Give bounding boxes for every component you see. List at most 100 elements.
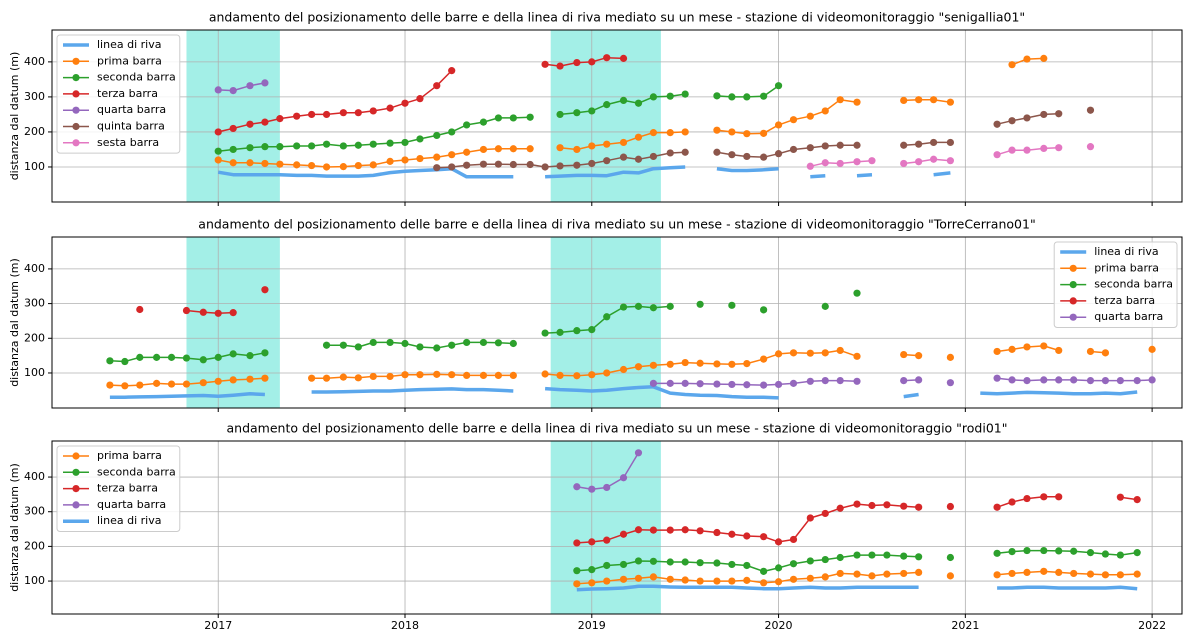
chart-title: andamento del posizionamento delle barre… <box>209 10 1025 25</box>
data-point <box>619 560 628 569</box>
data-point <box>806 144 814 152</box>
data-point <box>619 474 628 482</box>
data-point <box>386 372 394 381</box>
data-point <box>760 355 768 363</box>
data-point <box>603 157 611 165</box>
data-point <box>261 286 269 294</box>
data-point <box>261 143 269 151</box>
data-point <box>541 163 549 171</box>
data-point <box>900 350 908 359</box>
data-point <box>448 341 456 349</box>
data-point <box>789 535 798 544</box>
data-point <box>448 163 456 171</box>
data-point <box>199 356 207 364</box>
subplot: andamento del posizionamento delle barre… <box>8 10 1183 206</box>
subplot: andamento del posizionamento delle barre… <box>8 217 1183 412</box>
data-point <box>1055 110 1063 118</box>
data-point <box>789 116 798 124</box>
data-point <box>713 577 721 585</box>
data-point <box>494 114 502 122</box>
data-point <box>1055 568 1063 576</box>
data-point <box>821 302 829 310</box>
data-point <box>416 343 424 351</box>
data-point <box>619 575 628 583</box>
data-point <box>293 142 301 150</box>
data-point <box>806 349 814 357</box>
data-point <box>821 555 829 564</box>
data-point <box>308 161 316 170</box>
data-point <box>713 92 721 100</box>
series-line <box>933 171 951 177</box>
data-point <box>463 121 471 129</box>
data-point <box>1133 495 1141 504</box>
data-point <box>774 82 783 90</box>
data-point <box>509 160 517 169</box>
data-point <box>853 98 861 106</box>
data-point <box>853 570 861 578</box>
data-point <box>573 567 581 575</box>
data-point <box>634 526 643 534</box>
data-point <box>1023 55 1031 63</box>
data-point <box>806 112 814 120</box>
data-point <box>182 354 191 362</box>
data-point <box>619 365 628 374</box>
data-point <box>261 118 269 126</box>
legend-label: linea di riva <box>97 38 161 51</box>
data-point <box>509 145 517 153</box>
data-point <box>603 369 611 377</box>
data-point <box>603 54 611 62</box>
plot-area <box>573 449 1141 592</box>
legend-label: terza barra <box>97 482 158 495</box>
data-point <box>229 159 237 167</box>
data-point <box>649 526 658 534</box>
legend-box <box>1053 241 1178 328</box>
data-point <box>696 300 704 308</box>
data-point <box>946 157 954 165</box>
data-point <box>696 559 704 567</box>
data-point <box>728 301 736 309</box>
legend-label: seconda barra <box>97 71 176 84</box>
data-point <box>634 133 643 141</box>
data-point <box>728 360 736 368</box>
data-point <box>182 306 191 315</box>
data-point <box>634 99 643 107</box>
data-point <box>929 155 938 163</box>
data-point <box>1008 376 1016 384</box>
data-point <box>946 353 954 361</box>
data-point <box>386 157 394 165</box>
data-point <box>713 148 721 156</box>
data-point <box>774 350 783 358</box>
series-line <box>218 70 453 133</box>
data-point <box>946 572 954 580</box>
data-point <box>915 553 923 561</box>
series-line <box>810 173 826 179</box>
data-point <box>386 338 394 347</box>
data-point <box>634 449 643 457</box>
data-point <box>322 163 331 171</box>
data-point <box>556 328 564 336</box>
legend-label: prima barra <box>97 449 162 462</box>
data-point <box>929 96 938 104</box>
data-point <box>463 148 471 156</box>
legend-marker <box>72 468 80 476</box>
y-tick-label: 100 <box>24 574 45 587</box>
data-point <box>774 578 783 586</box>
data-point <box>900 502 908 510</box>
data-point <box>619 303 628 311</box>
data-point <box>853 158 861 166</box>
data-point <box>743 532 751 540</box>
legend-label: linea di riva <box>97 514 161 527</box>
legend-label: quarta barra <box>97 498 166 511</box>
data-point <box>1040 144 1048 153</box>
data-point <box>993 503 1001 511</box>
data-point <box>789 145 798 154</box>
data-point <box>229 350 237 358</box>
data-point <box>541 370 549 378</box>
series-line <box>716 98 858 135</box>
axes-frame <box>51 29 1183 203</box>
data-point <box>463 161 471 169</box>
data-point <box>1023 376 1031 385</box>
y-axis-label: distanza dal datum (m) <box>8 258 21 387</box>
data-point <box>789 349 798 357</box>
